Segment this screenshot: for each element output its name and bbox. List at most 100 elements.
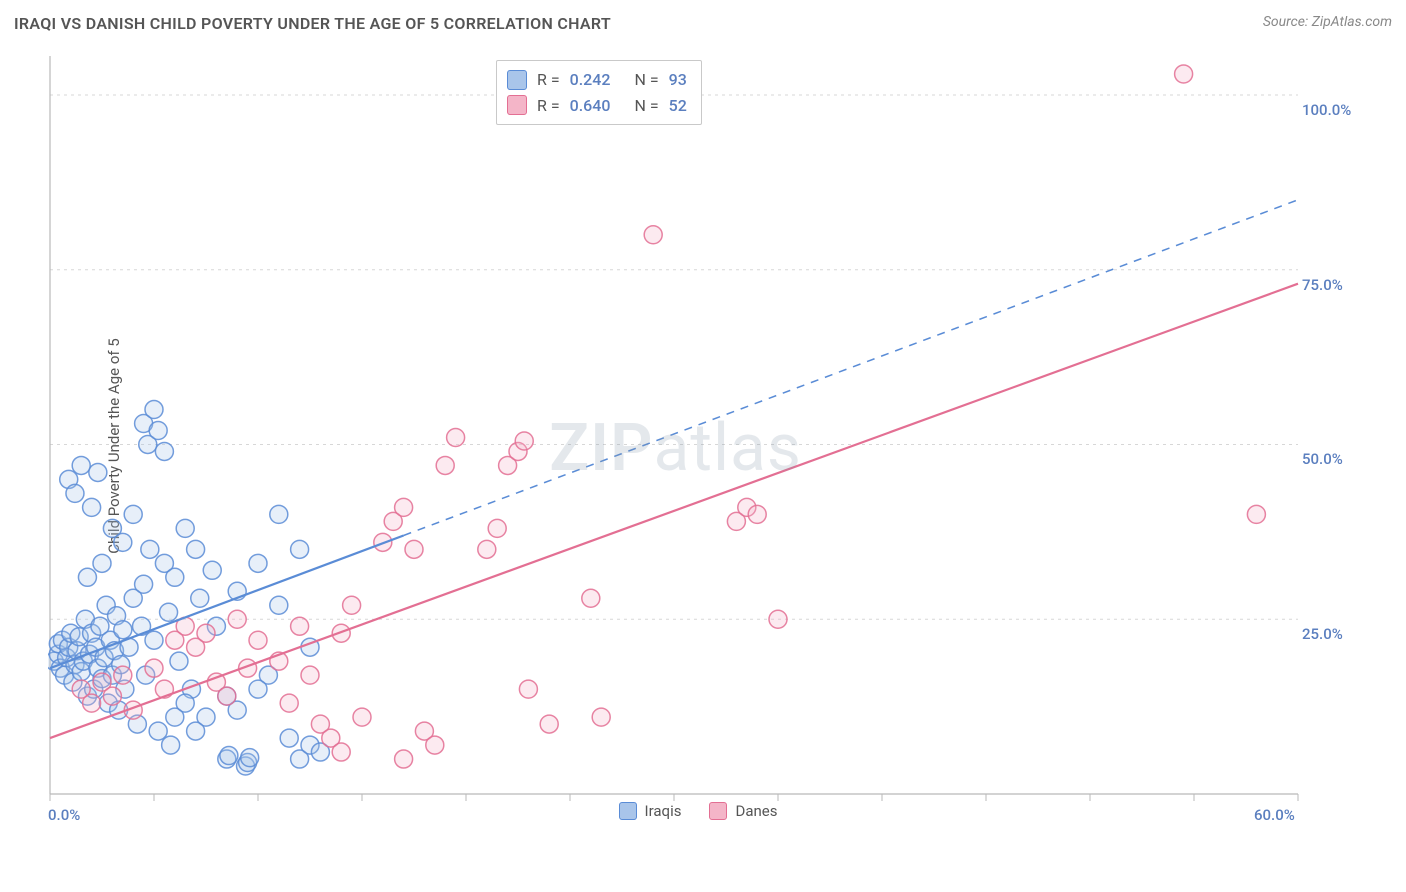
data-point: [291, 540, 309, 558]
source-credit: Source: ZipAtlas.com: [1263, 14, 1392, 30]
data-point: [249, 554, 267, 572]
data-point: [66, 484, 84, 502]
data-point: [166, 568, 184, 586]
source-prefix: Source:: [1263, 14, 1312, 30]
data-point: [78, 568, 96, 586]
data-point: [582, 589, 600, 607]
correlation-N-value: 52: [669, 93, 687, 119]
data-point: [176, 519, 194, 537]
data-point: [93, 554, 111, 572]
legend-color-square: [507, 95, 527, 115]
data-point: [197, 624, 215, 642]
data-point: [187, 722, 205, 740]
data-point: [769, 610, 787, 628]
data-point: [149, 421, 167, 439]
data-point: [149, 722, 167, 740]
correlation-N-label: N =: [634, 67, 658, 93]
data-point: [241, 749, 259, 767]
data-point: [515, 432, 533, 450]
data-point: [301, 666, 319, 684]
data-point: [488, 519, 506, 537]
data-point: [519, 680, 537, 698]
x-tick-label: 60.0%: [1254, 806, 1295, 824]
data-point: [218, 687, 236, 705]
data-point: [187, 540, 205, 558]
data-point: [353, 708, 371, 726]
data-point: [145, 631, 163, 649]
data-point: [395, 498, 413, 516]
data-point: [426, 736, 444, 754]
y-tick-label: 100.0%: [1302, 101, 1351, 119]
correlation-R-value: 0.640: [570, 93, 611, 119]
data-point: [644, 226, 662, 244]
data-point: [343, 596, 361, 614]
data-point: [220, 747, 238, 765]
legend-item: Iraqis: [619, 802, 682, 820]
data-point: [270, 596, 288, 614]
correlation-R-value: 0.242: [570, 67, 611, 93]
data-point: [135, 575, 153, 593]
data-point: [228, 610, 246, 628]
correlation-R-label: R =: [537, 93, 560, 119]
data-point: [155, 442, 173, 460]
data-point: [103, 687, 121, 705]
legend-color-square: [619, 802, 637, 820]
correlation-R-label: R =: [537, 67, 560, 93]
y-tick-label: 50.0%: [1302, 450, 1343, 468]
data-point: [114, 666, 132, 684]
data-point: [748, 505, 766, 523]
x-tick-label: 0.0%: [48, 806, 80, 824]
data-point: [170, 652, 188, 670]
legend-item: Danes: [709, 802, 777, 820]
data-point: [592, 708, 610, 726]
data-point: [72, 456, 90, 474]
data-point: [436, 456, 454, 474]
data-point: [83, 498, 101, 516]
data-point: [270, 505, 288, 523]
data-point: [89, 463, 107, 481]
y-tick-label: 75.0%: [1302, 276, 1343, 294]
data-point: [249, 680, 267, 698]
source-link[interactable]: ZipAtlas.com: [1312, 14, 1392, 30]
data-point: [162, 736, 180, 754]
data-point: [395, 750, 413, 768]
data-point: [280, 694, 298, 712]
data-point: [203, 561, 221, 579]
data-point: [160, 603, 178, 621]
data-point: [291, 617, 309, 635]
data-point: [141, 540, 159, 558]
data-point: [191, 589, 209, 607]
correlation-N-value: 93: [669, 67, 687, 93]
regression-line-solid: [50, 284, 1298, 738]
data-point: [145, 401, 163, 419]
correlation-legend-box: R = 0.242 N = 93 R = 0.640 N = 52: [496, 60, 702, 125]
data-point: [540, 715, 558, 733]
data-point: [447, 428, 465, 446]
data-point: [332, 743, 350, 761]
legend-color-square: [709, 802, 727, 820]
legend-label: Iraqis: [645, 802, 682, 820]
data-point: [145, 659, 163, 677]
series-legend: Iraqis Danes: [48, 802, 1348, 820]
data-point: [405, 540, 423, 558]
correlation-legend-row: R = 0.242 N = 93: [507, 67, 687, 93]
correlation-N-label: N =: [634, 93, 658, 119]
data-point: [83, 694, 101, 712]
chart-container: IRAQI VS DANISH CHILD POVERTY UNDER THE …: [0, 0, 1406, 892]
data-point: [176, 694, 194, 712]
regression-line-dashed: [404, 200, 1298, 536]
data-point: [249, 631, 267, 649]
data-point: [114, 533, 132, 551]
header: IRAQI VS DANISH CHILD POVERTY UNDER THE …: [14, 14, 1392, 33]
data-point: [114, 621, 132, 639]
scatter-plot-svg: [48, 54, 1348, 834]
legend-color-square: [507, 70, 527, 90]
data-point: [124, 505, 142, 523]
correlation-legend-row: R = 0.640 N = 52: [507, 93, 687, 119]
data-point: [280, 729, 298, 747]
legend-label: Danes: [735, 802, 777, 820]
data-point: [478, 540, 496, 558]
chart-title: IRAQI VS DANISH CHILD POVERTY UNDER THE …: [14, 14, 611, 33]
plot-area: R = 0.242N = 93R = 0.640N = 52 ZIPatlas …: [48, 54, 1348, 834]
data-point: [1175, 65, 1193, 83]
